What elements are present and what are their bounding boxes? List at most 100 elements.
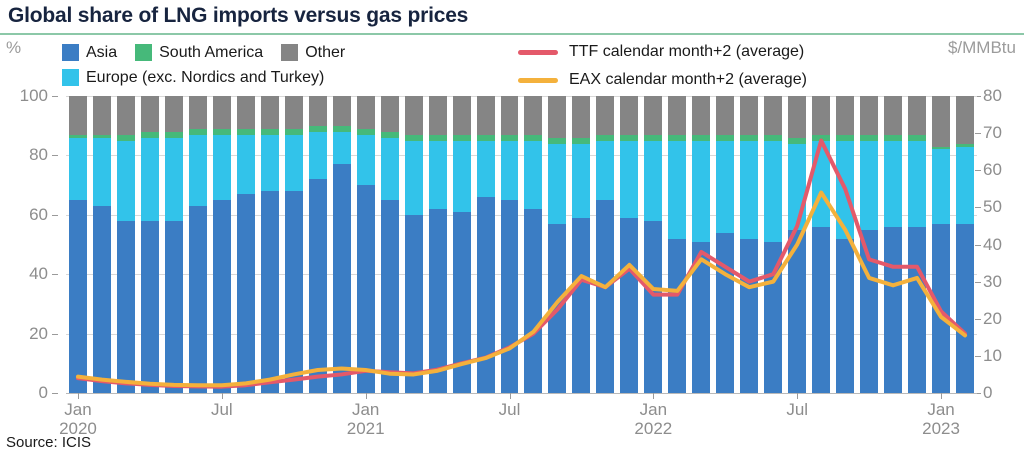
bar-segment-asia (380, 199, 399, 393)
bar-segment-other (764, 96, 783, 135)
bar-segment-asia (620, 217, 639, 393)
bar-segment-south (668, 134, 687, 141)
bar-column[interactable] (260, 96, 279, 393)
bar-segment-europe (932, 149, 951, 224)
bar-column[interactable] (524, 96, 543, 393)
bar-column[interactable] (356, 96, 375, 393)
bar-column[interactable] (692, 96, 711, 393)
right-axis-unit: $/MMBtu (947, 38, 1016, 57)
bar-column[interactable] (668, 96, 687, 393)
bar-segment-europe (260, 134, 279, 192)
bar-column[interactable] (236, 96, 255, 393)
bar-segment-other (116, 96, 135, 135)
bar-column[interactable] (116, 96, 135, 393)
bar-segment-other (164, 96, 183, 132)
right-axis-tick (975, 355, 981, 357)
bar-column[interactable] (764, 96, 783, 393)
bar-column[interactable] (572, 96, 591, 393)
line-legend: TTF calendar month+2 (average) EAX calen… (518, 38, 807, 94)
bar-segment-europe (668, 140, 687, 239)
bar-column[interactable] (956, 96, 974, 393)
bar-segment-europe (548, 143, 567, 224)
line-series-eax (75, 190, 968, 388)
right-axis-tick (975, 318, 981, 320)
bar-segment-asia (188, 205, 207, 393)
bar-segment-south (524, 134, 543, 141)
gridline (66, 274, 977, 276)
bar-column[interactable] (428, 96, 447, 393)
bar-column[interactable] (92, 96, 111, 393)
bar-column[interactable] (164, 96, 183, 393)
bar-segment-other (956, 96, 974, 144)
bar-column[interactable] (188, 96, 207, 393)
legend-item-other[interactable]: Other (281, 44, 345, 62)
bar-column[interactable] (596, 96, 615, 393)
bar-segment-south (692, 134, 711, 141)
bar-segment-asia (68, 199, 87, 393)
bar-legend: Asia South America Other Europe (exc. No… (62, 40, 522, 90)
x-axis-label-month: Jul (210, 400, 233, 419)
right-axis-tick (975, 207, 981, 209)
legend-item-asia[interactable]: Asia (62, 44, 117, 62)
left-axis-tick (52, 155, 58, 157)
bar-segment-other (644, 96, 663, 135)
bar-column[interactable] (332, 96, 351, 393)
bar-column[interactable] (284, 96, 303, 393)
gridline (66, 214, 977, 216)
legend-row-top: Asia South America Other (62, 40, 522, 65)
bar-column[interactable] (740, 96, 759, 393)
legend-label-south-america: South America (159, 43, 264, 61)
right-axis-tick-label: 80 (983, 86, 1002, 105)
bar-column[interactable] (716, 96, 735, 393)
bar-column[interactable] (68, 96, 87, 393)
bar-segment-south (572, 137, 591, 144)
legend-item-ttf[interactable]: TTF calendar month+2 (average) (518, 38, 807, 66)
bar-segment-asia (308, 179, 327, 393)
bar-column[interactable] (380, 96, 399, 393)
bar-segment-south (740, 134, 759, 141)
bar-segment-other (308, 96, 327, 126)
bar-segment-europe (620, 140, 639, 218)
bar-column[interactable] (932, 96, 951, 393)
bar-segment-asia (140, 220, 159, 393)
bar-column[interactable] (908, 96, 927, 393)
x-axis-label-month: Jan (927, 400, 955, 419)
bar-column[interactable] (452, 96, 471, 393)
bar-column[interactable] (212, 96, 231, 393)
bar-segment-asia (788, 229, 807, 393)
left-axis-unit: % (6, 38, 22, 57)
right-axis-tick (975, 96, 981, 97)
bar-column[interactable] (620, 96, 639, 393)
bar-segment-europe (860, 140, 879, 230)
bar-segment-other (548, 96, 567, 138)
bar-segment-other (332, 96, 351, 126)
right-axis-tick-label: 10 (983, 345, 1002, 365)
bar-column[interactable] (644, 96, 663, 393)
bar-segment-south (140, 131, 159, 138)
bar-segment-other (740, 96, 759, 135)
legend-item-eax[interactable]: EAX calendar month+2 (average) (518, 66, 807, 94)
bar-segment-europe (884, 140, 903, 227)
bar-column[interactable] (308, 96, 327, 393)
legend-label-eax: EAX calendar month+2 (average) (569, 71, 807, 88)
asia-color-swatch (62, 44, 79, 61)
bar-column[interactable] (404, 96, 423, 393)
x-axis-label-year: 2021 (346, 419, 385, 438)
left-axis-tick (52, 393, 58, 394)
bar-column[interactable] (140, 96, 159, 393)
right-axis-labels: 0 10 20 30 40 50 60 70 80 (975, 86, 1023, 402)
legend-item-europe[interactable]: Europe (exc. Nordics and Turkey) (62, 69, 324, 87)
legend-item-south-america[interactable]: South America (135, 44, 263, 62)
left-axis-tick-label: 100 (19, 86, 48, 105)
bar-segment-asia (836, 238, 855, 393)
right-axis-tick (975, 170, 981, 172)
gridline (66, 155, 977, 157)
bar-segment-asia (404, 214, 423, 393)
bar-column[interactable] (476, 96, 495, 393)
south-america-color-swatch (135, 44, 153, 61)
bar-segment-other (68, 96, 87, 135)
line-series-ttf (75, 138, 968, 389)
left-axis-tick-label: 0 (38, 383, 48, 402)
bar-segment-south (500, 134, 519, 141)
left-axis-tick-label: 80 (29, 145, 48, 165)
